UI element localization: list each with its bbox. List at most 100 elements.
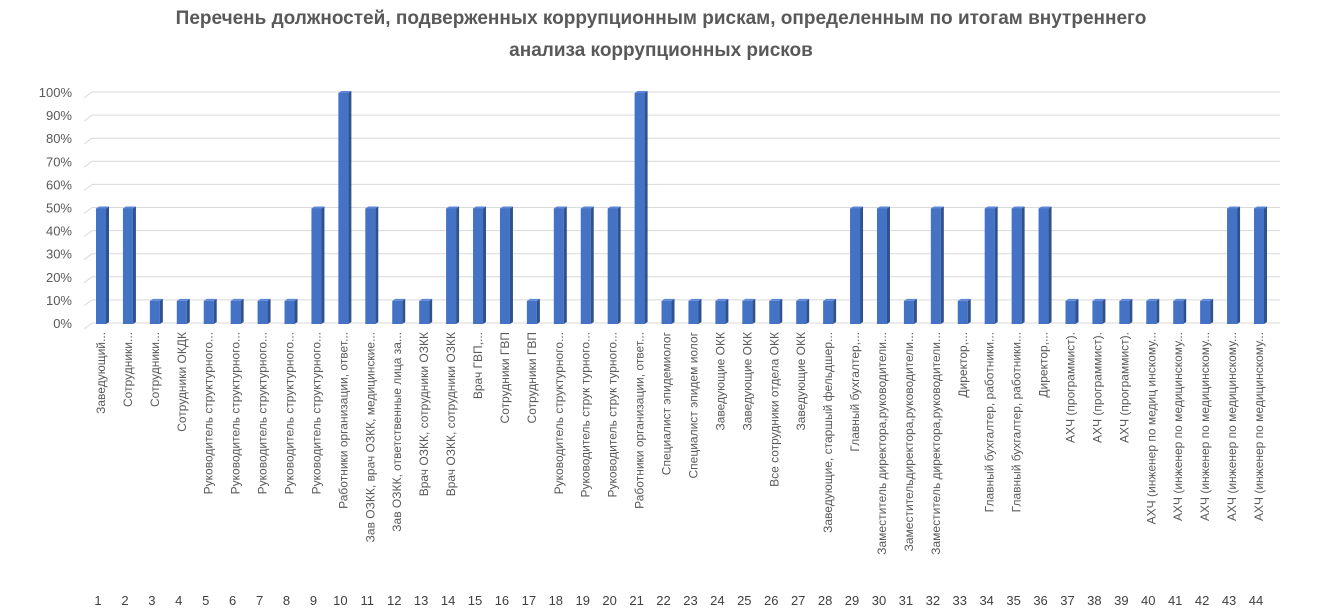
- x-category-number: 39: [1114, 593, 1128, 608]
- x-category-label: Руководитель структурного...: [309, 332, 323, 494]
- x-category-number: 22: [656, 593, 670, 608]
- bar: [1092, 300, 1103, 324]
- bar-side: [1048, 206, 1052, 324]
- x-category-number: 42: [1195, 593, 1209, 608]
- y-tick-label: 0%: [53, 316, 72, 331]
- x-category-label: Главный бухгалтер, работники...: [983, 332, 997, 512]
- x-category-number: 16: [495, 593, 509, 608]
- bar-side: [348, 91, 352, 324]
- bar-side: [590, 206, 594, 324]
- bar: [203, 300, 214, 324]
- bar: [1119, 300, 1130, 324]
- y-tick-label: 20%: [46, 270, 72, 285]
- x-category-label: Зав ОЗКК, врач ОЗКК, медицинские...: [363, 332, 377, 542]
- x-category-number: 29: [845, 593, 859, 608]
- x-category-label: АХЧ (инженер по медицинскому...: [1225, 332, 1239, 521]
- y-tick-label: 40%: [46, 224, 72, 239]
- bar-side: [132, 206, 136, 324]
- x-category-number: 37: [1060, 593, 1074, 608]
- bar-top: [122, 206, 136, 209]
- bar-top: [1200, 298, 1214, 301]
- y-tick-label: 10%: [46, 293, 72, 308]
- x-category-label: Сотрудники...: [148, 332, 162, 407]
- x-category-number: 6: [229, 593, 236, 608]
- bar-side: [294, 298, 298, 324]
- bar-side: [1102, 298, 1106, 324]
- x-category-number: 13: [414, 593, 428, 608]
- x-category-label: Заместитель директора,руководители...: [929, 332, 943, 555]
- bar-top: [526, 298, 540, 301]
- y-tick-label: 50%: [46, 201, 72, 216]
- x-category-label: Главный бухгалтер, работники...: [1010, 332, 1024, 512]
- x-category-label: Руководитель струк турного...: [579, 332, 593, 498]
- chart-title-line-2: анализа коррупционных рисков: [509, 40, 813, 61]
- bar: [338, 93, 349, 324]
- bar: [850, 208, 861, 324]
- x-category-number: 31: [899, 593, 913, 608]
- bar: [1173, 300, 1184, 324]
- bar: [149, 300, 160, 324]
- x-category-label: Заведующие ОКК: [794, 332, 808, 430]
- x-category-label: АХЧ (программист).: [1090, 332, 1104, 443]
- x-category-label: Руководитель структурного...: [202, 332, 216, 494]
- bar-side: [994, 206, 998, 324]
- x-category-label: Руководитель струк турного...: [606, 332, 620, 498]
- bar: [1253, 208, 1264, 324]
- bar-side: [1021, 206, 1025, 324]
- bar-side: [1237, 206, 1241, 324]
- y-tick-label: 70%: [46, 154, 72, 169]
- x-category-number: 5: [202, 593, 209, 608]
- bar-top: [149, 298, 163, 301]
- bar: [688, 300, 699, 324]
- bar: [419, 300, 430, 324]
- bar: [1011, 208, 1022, 324]
- bar-top: [203, 298, 217, 301]
- bar: [1038, 208, 1049, 324]
- bar: [473, 208, 484, 324]
- bar-top: [1092, 298, 1106, 301]
- x-category-label: Руководитель структурного...: [552, 332, 566, 494]
- x-category-number: 14: [441, 593, 455, 608]
- x-category-number: 32: [926, 593, 940, 608]
- x-category-label: Главный бухгалтер,...: [848, 332, 862, 452]
- x-category-number: 9: [310, 593, 317, 608]
- bar: [284, 300, 295, 324]
- bar-side: [186, 298, 190, 324]
- bar: [715, 300, 726, 324]
- x-category-label: Заместительдиректора,руководители...: [902, 332, 916, 551]
- x-category-number: 28: [818, 593, 832, 608]
- bar-side: [509, 206, 513, 324]
- x-category-number: 11: [361, 593, 375, 608]
- y-tick-label: 80%: [46, 131, 72, 146]
- bar: [661, 300, 672, 324]
- gridline-diagonal: [83, 276, 93, 284]
- bar-side: [671, 298, 675, 324]
- y-tick-label: 60%: [46, 177, 72, 192]
- x-category-label: Специалист эпидем иолог: [686, 331, 700, 478]
- bar: [1227, 208, 1238, 324]
- x-category-label: Сотрудники ГВП: [525, 332, 539, 423]
- bar-side: [1156, 298, 1160, 324]
- bar-top: [876, 206, 890, 209]
- gridline-diagonal: [83, 91, 93, 99]
- x-category-label: Зав ОЗКК, ответственные лица за...: [390, 332, 404, 532]
- bar-top: [903, 298, 917, 301]
- bar-top: [984, 206, 998, 209]
- gridline-diagonal: [83, 183, 93, 191]
- bar: [823, 300, 834, 324]
- gridline-diagonal: [83, 207, 93, 214]
- bar-side: [779, 298, 783, 324]
- bar-side: [1129, 298, 1133, 324]
- x-category-label: АХЧ (инженер по медицинскому...: [1171, 332, 1185, 521]
- gridline-diagonal: [83, 137, 93, 145]
- bar-top: [580, 206, 594, 209]
- bar-side: [1075, 298, 1079, 324]
- x-category-number: 8: [283, 593, 290, 608]
- bar: [796, 300, 807, 324]
- x-category-label: Все сотрудники отдела ОКК: [767, 332, 781, 487]
- x-category-number: 27: [791, 593, 805, 608]
- x-category-number: 40: [1141, 593, 1155, 608]
- bar-top: [1119, 298, 1133, 301]
- x-category-number: 12: [387, 593, 401, 608]
